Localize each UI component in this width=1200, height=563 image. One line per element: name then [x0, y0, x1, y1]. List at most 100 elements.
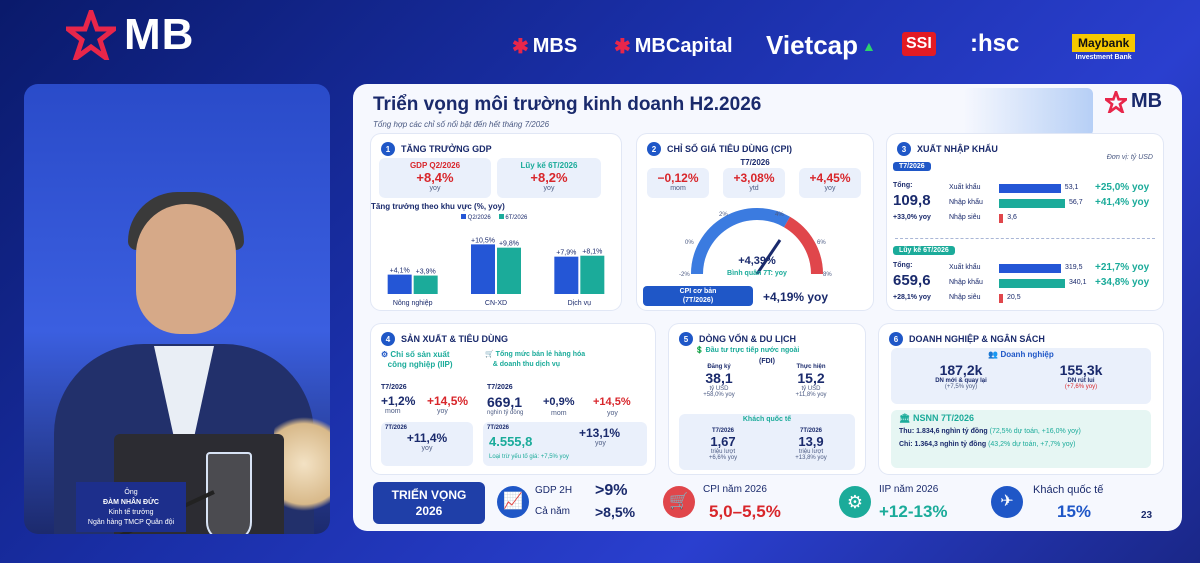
- iip-period: T7/2026: [381, 384, 407, 391]
- gdp-category-label: Dịch vụ: [568, 300, 591, 307]
- trade-period-1: T7/2026: [893, 162, 931, 171]
- bank-icon: 🏛: [899, 413, 911, 423]
- new-enterprises: 187,2k DN mới & quay lại (+7,5% yoy): [935, 362, 987, 390]
- gdp-bar: [497, 247, 521, 294]
- cpi-yoy-box: +4,45% yoy: [799, 168, 861, 198]
- business-card-title: 6 DOANH NGHIỆP & NGÂN SÁCH: [889, 332, 1045, 346]
- trade-card: 3 XUẤT NHẬP KHẨU Đơn vị: tỷ USD T7/2026 T…: [887, 134, 1163, 310]
- retail-mom: +0,9%: [543, 396, 575, 408]
- outlook-tour-label: Khách quốc tế: [1033, 484, 1104, 496]
- trade-row-bar: [999, 264, 1061, 273]
- gdp-bar: [471, 244, 495, 294]
- iip-yoy-label: yoy: [437, 408, 448, 415]
- gauge-label: Bình quân 7T: yoy: [727, 270, 787, 277]
- trade-row-pct: +21,7% yoy: [1095, 262, 1150, 273]
- speaker-video: Ông ĐÀM NHÂN ĐỨC Kinh tế trưởng Ngân hàn…: [24, 84, 330, 534]
- trade-row: Nhập siêu 20,5: [949, 292, 1161, 306]
- trade-divider: [895, 238, 1155, 239]
- trade-total-label: Tổng:: [893, 182, 913, 189]
- iip-7t-box: 7T/2026 +11,4% yoy: [381, 422, 473, 466]
- money-icon: 💲: [695, 347, 704, 354]
- trade-row-bar: [999, 279, 1065, 288]
- gauge-tick: 4%: [775, 212, 784, 218]
- trade-row-label: Nhập khẩu: [949, 199, 983, 206]
- gdp-bar-label: +3,9%: [416, 269, 436, 276]
- retail-7t-box: 7T/2026 4.555,8 +13,1% yoy Loại trừ yếu …: [483, 422, 647, 466]
- gauge-tick: 2%: [719, 212, 728, 218]
- trade-row-label: Xuất khẩu: [949, 264, 981, 271]
- gauge-red-arc: [783, 216, 824, 275]
- retail-unit: nghìn tỷ đồng: [487, 410, 524, 416]
- gdp-bar: [413, 275, 438, 294]
- trade-row-value: 56,7: [1069, 199, 1083, 206]
- skyline-illustration: [963, 88, 1093, 136]
- gauge-tick: -2%: [679, 272, 690, 278]
- trade-row-pct: +34,8% yoy: [1095, 277, 1150, 288]
- cpi-card: 2 CHỈ SỐ GIÁ TIÊU DÙNG (CPI) T7/2026 −0,1…: [637, 134, 873, 310]
- trade-period-2: Lũy kế 6T/2026: [893, 246, 955, 255]
- exit-enterprises: 155,3k DN rút lui (+7,6% yoy): [1059, 362, 1103, 390]
- gdp-bar-label: +9,8%: [499, 241, 519, 248]
- mb-star-icon: [1105, 90, 1127, 113]
- fdi-card: 5 DÒNG VỐN & DU LỊCH 💲 Đầu tư trực tiếp n…: [669, 324, 865, 474]
- speaker-face: [136, 204, 236, 334]
- globe-plane-icon: ✈: [991, 486, 1023, 518]
- trade-yoy-1: +33,0% yoy: [893, 214, 931, 221]
- nameplate: Ông ĐÀM NHÂN ĐỨC Kinh tế trưởng Ngân hàn…: [76, 482, 186, 532]
- production-card-title: 4 SẢN XUẤT & TIÊU DÙNG: [381, 332, 508, 346]
- trade-row-bar: [999, 214, 1004, 223]
- partner-ssi: SSI: [902, 32, 936, 56]
- gdp-bar: [580, 255, 605, 294]
- outlook-gdp-value: >9%: [595, 482, 628, 499]
- outlook-strip: TRIỂN VỌNG 2026 📈 GDP 2H >9% Cả năm >8,5%…: [373, 482, 1163, 526]
- trade-row: Nhập siêu 3,6: [949, 212, 1161, 226]
- gdp-bar-label: +4,1%: [390, 268, 410, 275]
- trade-yoy-2: +28,1% yoy: [893, 294, 931, 301]
- gdp-category-label: CN-XD: [485, 300, 507, 307]
- fdi-realized: Thực hiện 15,2 tỷ USD +11,8% yoy: [795, 364, 827, 398]
- legend-6t: 6T/2026: [498, 214, 527, 221]
- gdp-card-title: 1 TĂNG TRƯỞNG GDP: [381, 142, 492, 156]
- tourism-7t: 7T/2026 13,9 triệu lượt +13,8% yoy: [795, 428, 827, 461]
- trade-row: Nhập khẩu 340,1 +34,8% yoy: [949, 277, 1161, 291]
- fdi-card-title: 5 DÒNG VỐN & DU LỊCH: [679, 332, 796, 346]
- tourism-t7: T7/2026 1,67 triệu lượt +6,6% yoy: [708, 428, 738, 461]
- gdp-chart-svg: +4,1% +3,9% Nông nghiệp +10,5% +9,8% CN-XD +7,…: [387, 237, 605, 307]
- iip-yoy: +14,5%: [427, 394, 469, 408]
- iip-mom-label: mom: [385, 408, 401, 415]
- trade-row-pct: +41,4% yoy: [1095, 197, 1150, 208]
- mb-star-icon: [66, 10, 116, 60]
- gdp-card: 1 TĂNG TRƯỞNG GDP GDP Q2/2026 +8,4% yoy L…: [371, 134, 621, 310]
- gauge-needle: [755, 239, 782, 275]
- partner-mbs: ✱ MBS: [512, 35, 578, 58]
- gauge-tick: 0%: [685, 240, 694, 246]
- outlook-tour-value: 15%: [1057, 502, 1092, 521]
- trade-row-label: Xuất khẩu: [949, 184, 981, 191]
- slide-title: Triển vọng môi trường kinh doanh H2.2026: [373, 94, 762, 115]
- outlook-cpi-label: CPI năm 2026: [703, 484, 767, 495]
- budget-box: 🏛 NSNN 7T/2026 Thu: 1.834,6 nghìn tỷ đồn…: [891, 410, 1151, 468]
- gdp-chart-title: Tăng trưởng theo khu vực (%, yoy): [371, 202, 505, 211]
- trade-row-value: 340,1: [1069, 279, 1087, 286]
- gdp-bar-label: +8,1%: [582, 249, 602, 256]
- gdp-q-box: GDP Q2/2026 +8,4% yoy: [379, 158, 491, 198]
- trade-row-pct: +25,0% yoy: [1095, 182, 1150, 193]
- cart-icon: 🛒: [485, 351, 494, 358]
- trade-row-label: Nhập siêu: [949, 214, 981, 221]
- mb-logo: MB: [66, 10, 194, 60]
- trade-total-2: 659,6: [893, 272, 931, 289]
- trade-rows-t7: Xuất khẩu 53,1 +25,0% yoy Nhập khẩu 56,7 +41,…: [949, 182, 1161, 228]
- gdp-bar-label: +7,9%: [556, 250, 576, 257]
- trade-row-label: Nhập khẩu: [949, 279, 983, 286]
- gdp-cum-box: Lũy kế 6T/2026 +8,2% yoy: [497, 158, 601, 198]
- retail-yoy: +14,5%: [593, 396, 631, 408]
- fdi-sub: (FDI): [759, 358, 775, 365]
- outlook-year-label: Cả năm: [535, 506, 571, 517]
- partner-mbcapital: ✱ MBCapital: [614, 35, 733, 58]
- top-bar: MB ✱ MBS ✱ MBCapital Vietcap ▲ SSI :hsc May…: [0, 0, 1200, 78]
- trade-row-value: 20,5: [1006, 294, 1021, 301]
- retail-yoy-label: yoy: [607, 410, 618, 417]
- gear-icon: ⚙: [381, 350, 389, 359]
- cpi-card-title: 2 CHỈ SỐ GIÁ TIÊU DÙNG (CPI): [647, 142, 792, 156]
- trade-row: Xuất khẩu 319,5 +21,7% yoy: [949, 262, 1161, 276]
